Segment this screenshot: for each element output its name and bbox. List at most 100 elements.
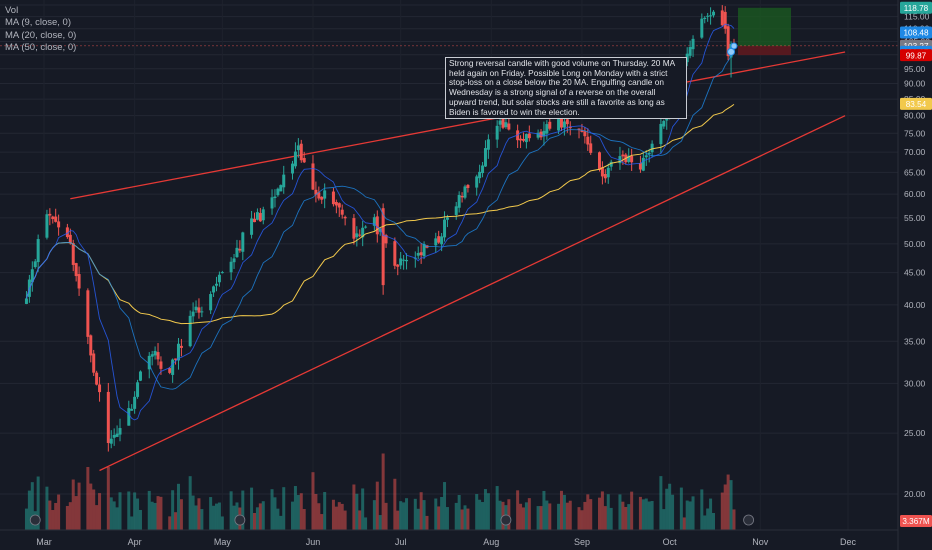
volume-bar: [194, 505, 198, 530]
legend-ma50[interactable]: MA (50, close, 0): [5, 41, 77, 53]
candle-body: [548, 121, 552, 129]
candle-body: [65, 227, 69, 238]
candle-body: [291, 163, 295, 174]
x-month-label: Jul: [395, 537, 407, 547]
volume-bar: [375, 481, 379, 530]
volume-bar: [562, 494, 566, 530]
volume-bar: [214, 503, 218, 530]
candle-body: [194, 306, 198, 311]
volume-bar: [688, 501, 692, 530]
x-month-label: Mar: [36, 537, 52, 547]
volume-bar: [176, 483, 180, 530]
candle-body: [241, 232, 245, 252]
volume-bar: [136, 498, 140, 530]
candle-body: [358, 234, 362, 236]
candle-body: [498, 120, 502, 125]
volume-bar: [618, 494, 622, 530]
y-tick-label: 75.00: [904, 128, 926, 138]
legend-vol[interactable]: Vol: [5, 5, 19, 16]
candle-body: [504, 122, 508, 128]
volume-bar: [630, 491, 634, 530]
candle-body: [86, 290, 90, 337]
volume-bar: [86, 467, 90, 530]
indicator-legend: Vol MA (9, close, 0) MA (20, close, 0) M…: [5, 5, 76, 54]
volume-bar: [393, 478, 397, 530]
candle-body: [238, 248, 242, 251]
volume-bar: [51, 510, 55, 530]
volume-bar: [665, 488, 669, 530]
earnings-icon: [234, 514, 246, 526]
price-label-text: 108.48: [903, 29, 928, 38]
candle-body: [109, 438, 113, 444]
volume-bar: [460, 509, 464, 530]
candle-body: [302, 158, 306, 163]
volume-bar: [662, 509, 666, 530]
stop-zone: [738, 45, 791, 56]
candle-body: [580, 130, 584, 132]
volume-bar: [685, 500, 689, 530]
x-month-label: Aug: [483, 537, 499, 547]
ma20-touch-marker: [727, 47, 736, 56]
volume-bar: [712, 512, 716, 530]
x-month-label: Jun: [306, 537, 321, 547]
volume-bar: [74, 496, 78, 530]
volume-bar: [644, 498, 648, 530]
candle-body: [311, 163, 315, 190]
volume-bar: [700, 489, 704, 530]
candle-body: [48, 213, 52, 216]
volume-bar: [378, 515, 382, 530]
volume-bar: [323, 492, 327, 530]
volume-bar: [539, 506, 543, 530]
volume-bar: [188, 476, 192, 530]
candle-body: [214, 283, 218, 286]
volume-bar: [57, 494, 61, 530]
volume-bar: [536, 506, 540, 530]
x-month-label: May: [214, 537, 232, 547]
volume-bar: [159, 496, 163, 530]
volume-bar: [138, 509, 142, 530]
price-label-text: 118.78: [904, 4, 929, 13]
volume-bar: [466, 508, 470, 530]
volume-bar: [682, 517, 686, 530]
candle-body: [463, 186, 467, 198]
y-tick-label: 70.00: [904, 147, 926, 157]
candle-body: [147, 355, 151, 370]
volume-bar: [217, 502, 221, 530]
candle-body: [539, 131, 543, 138]
candle-body: [136, 382, 140, 397]
y-tick-label: 60.00: [904, 189, 926, 199]
legend-ma9[interactable]: MA (9, close, 0): [5, 17, 71, 29]
candle-body: [30, 269, 34, 283]
candle-body: [641, 157, 645, 171]
candle-body: [396, 264, 400, 267]
candle-body: [621, 154, 625, 157]
candle-body: [545, 124, 549, 134]
annotation-note[interactable]: Strong reversal candle with good volume …: [445, 57, 687, 120]
candle-body: [317, 192, 321, 199]
volume-bar: [27, 490, 31, 530]
y-tick-label: 95.00: [904, 64, 926, 74]
earnings-marker: [500, 514, 512, 526]
legend-ma20[interactable]: MA (20, close, 0): [5, 29, 77, 41]
candle-body: [188, 315, 192, 347]
volume-bar: [229, 491, 233, 530]
volume-bar: [320, 514, 324, 530]
volume-bar: [434, 498, 438, 530]
volume-bar: [95, 505, 99, 530]
volume-bar: [402, 502, 406, 530]
volume-bar: [606, 494, 610, 530]
volume-bar: [729, 480, 733, 530]
y-tick-label: 25.00: [904, 428, 926, 438]
candle-body: [460, 195, 464, 198]
x-month-label: Oct: [663, 537, 678, 547]
candle-body: [106, 391, 110, 443]
volume-bar: [720, 492, 724, 530]
candle-body: [98, 384, 102, 393]
y-tick-label: 40.00: [904, 300, 926, 310]
candle-body: [112, 434, 116, 438]
ma50-line: [26, 103, 735, 325]
candle-body: [481, 165, 485, 174]
volume-bar: [454, 502, 458, 530]
price-label-box: [900, 97, 932, 110]
y-tick-label: 115.00: [904, 12, 930, 22]
